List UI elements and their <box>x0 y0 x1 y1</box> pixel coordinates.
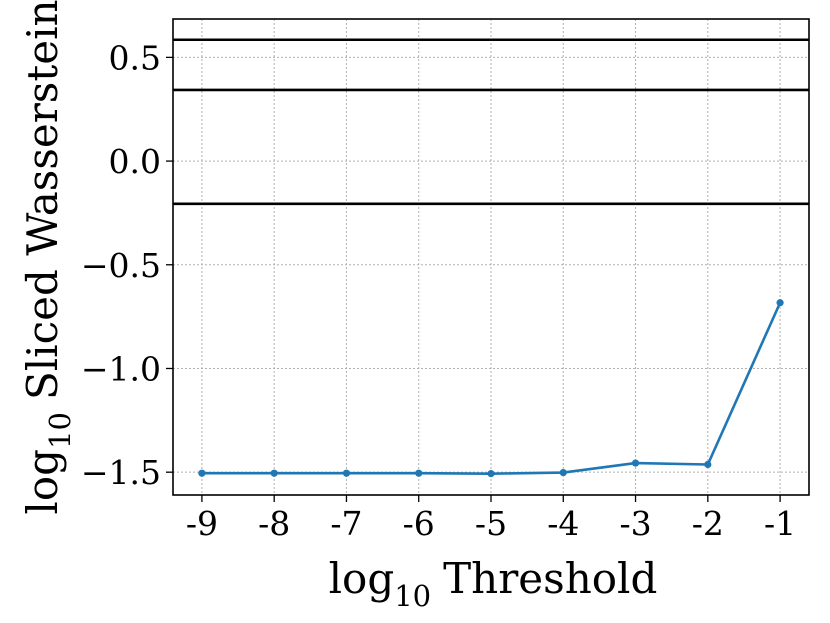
y-axis-label-log: log <box>18 449 67 515</box>
x-axis-label-log: log <box>329 554 395 603</box>
data-point <box>198 469 206 477</box>
y-tick-label: 0.5 <box>109 38 161 77</box>
data-point <box>270 469 278 477</box>
y-tick-label: −1.5 <box>81 453 161 492</box>
data-point <box>415 469 423 477</box>
data-point <box>342 469 351 477</box>
data-point <box>776 299 784 307</box>
data-point <box>487 470 495 478</box>
y-axis-label: log10 Sliced Wasserstein <box>18 0 77 515</box>
y-tick-label: −0.5 <box>81 246 161 285</box>
x-tick-label: -1 <box>764 504 796 543</box>
data-point <box>631 459 640 467</box>
x-tick-label: -4 <box>547 504 579 543</box>
x-tick-label: -5 <box>475 504 507 543</box>
y-axis-label-text: Sliced Wasserstein <box>18 0 67 400</box>
x-tick-label: -7 <box>330 504 362 543</box>
x-tick-label: -6 <box>403 504 435 543</box>
reference-lines <box>173 38 809 206</box>
data-point <box>559 469 567 477</box>
data-point <box>704 460 712 469</box>
y-tick-label: −1.0 <box>81 349 161 388</box>
y-axis-label-sub: 10 <box>43 412 77 449</box>
ticks: -9 -8 -7 -6 -5 -4 -3 -2 -1 0.5 0.0 −0.5 −1.0 −1.5 <box>81 38 796 543</box>
x-axis-label-sub: 10 <box>394 579 431 613</box>
x-axis-label-text: Threshold <box>443 554 657 603</box>
series-group <box>198 299 784 478</box>
grid <box>173 19 809 495</box>
x-tick-label: -2 <box>692 504 724 543</box>
x-axis-label: log10 Threshold <box>329 554 658 613</box>
y-tick-label: 0.0 <box>109 142 161 181</box>
x-tick-label: -9 <box>186 504 218 543</box>
x-tick-label: -8 <box>258 504 290 543</box>
x-tick-label: -3 <box>619 504 651 543</box>
